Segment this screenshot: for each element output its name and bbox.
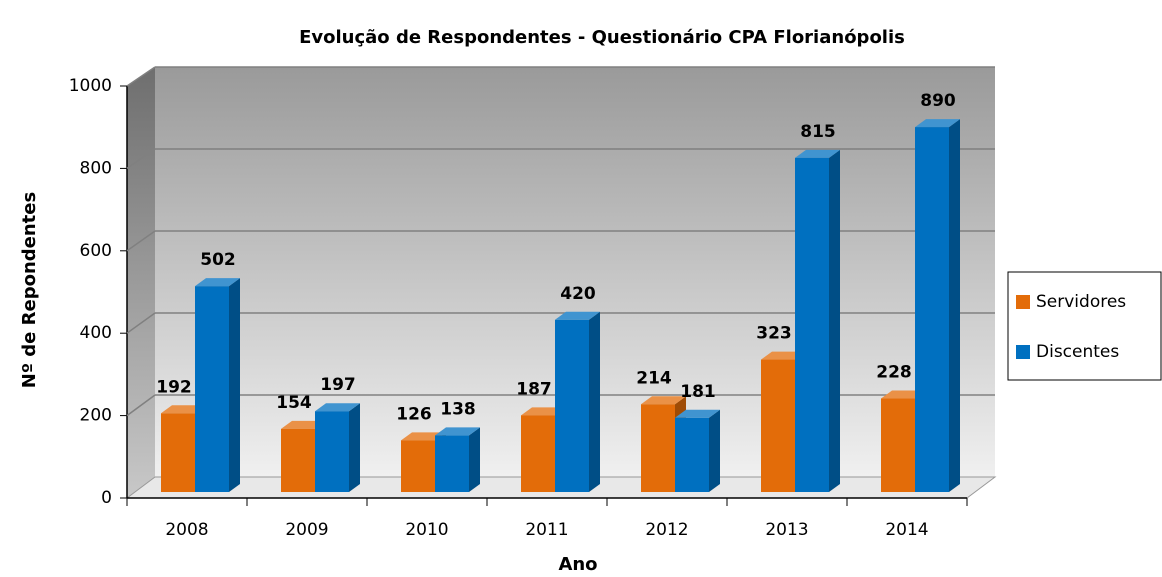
bar xyxy=(161,413,195,492)
bar-top xyxy=(761,351,806,360)
x-tick-label: 2011 xyxy=(525,520,568,540)
y-tick-label: 400 xyxy=(80,323,112,343)
data-label: 138 xyxy=(440,399,476,419)
bar xyxy=(401,440,435,492)
bar-top xyxy=(435,427,480,436)
x-tick-label: 2012 xyxy=(645,520,688,540)
bar xyxy=(521,415,555,492)
x-tick-label: 2013 xyxy=(765,520,808,540)
grid-line xyxy=(126,312,156,334)
data-label: 197 xyxy=(320,375,356,395)
data-label: 228 xyxy=(876,363,912,383)
bar xyxy=(555,319,589,492)
data-label: 323 xyxy=(756,324,792,344)
bar-top xyxy=(555,311,600,320)
bar xyxy=(915,127,949,492)
bar-top xyxy=(281,420,326,429)
bar xyxy=(435,435,469,492)
data-label: 187 xyxy=(516,379,552,399)
bar xyxy=(195,286,229,492)
bar-side xyxy=(829,149,840,492)
bar-top xyxy=(161,405,206,414)
grid-line xyxy=(126,230,156,252)
bar-side xyxy=(709,409,720,492)
bar xyxy=(315,411,349,492)
bar-top xyxy=(641,396,686,405)
x-tick-label: 2010 xyxy=(405,520,448,540)
bar-top xyxy=(675,409,720,418)
legend-swatch xyxy=(1016,295,1030,309)
bar-top xyxy=(315,403,360,412)
data-label: 192 xyxy=(156,377,192,397)
y-axis-title: Nº de Repondentes xyxy=(19,192,40,388)
bar-top xyxy=(401,432,446,441)
x-axis-title: Ano xyxy=(558,554,597,575)
legend-label: Discentes xyxy=(1036,342,1119,362)
bar-side xyxy=(589,311,600,492)
legend-swatch xyxy=(1016,345,1030,359)
bar-top xyxy=(521,407,566,416)
data-label: 214 xyxy=(636,368,672,388)
y-tick-label: 0 xyxy=(101,488,112,508)
bar-side xyxy=(469,427,480,492)
bar-top xyxy=(195,278,240,287)
data-label: 420 xyxy=(560,284,596,304)
y-tick-label: 600 xyxy=(80,241,112,261)
x-tick-label: 2008 xyxy=(165,520,208,540)
legend-label: Servidores xyxy=(1036,292,1126,312)
bar xyxy=(281,428,315,492)
bar-top xyxy=(881,390,926,399)
y-tick-label: 800 xyxy=(80,158,112,178)
data-label: 154 xyxy=(276,393,312,413)
legend xyxy=(1007,271,1162,381)
data-label: 502 xyxy=(200,250,236,270)
chart-title: Evolução de Respondentes - Questionário … xyxy=(299,27,905,48)
grid-line xyxy=(126,394,156,417)
data-label: 181 xyxy=(680,382,716,402)
bar-side xyxy=(949,119,960,492)
grid-line xyxy=(126,148,156,170)
bar-top xyxy=(795,149,840,158)
data-label: 815 xyxy=(800,122,836,142)
data-label: 890 xyxy=(920,91,956,111)
y-tick-label: 200 xyxy=(80,406,112,426)
side-wall xyxy=(127,67,155,498)
bar-side xyxy=(229,278,240,492)
grid-line xyxy=(126,66,156,87)
x-tick-label: 2014 xyxy=(885,520,928,540)
bar-side xyxy=(349,403,360,492)
bar xyxy=(641,404,675,492)
bar-top xyxy=(915,119,960,128)
bar xyxy=(881,398,915,492)
y-tick-label: 1000 xyxy=(69,76,112,96)
data-label: 126 xyxy=(396,404,432,424)
bar xyxy=(761,359,795,492)
bar xyxy=(675,417,709,492)
x-tick-label: 2009 xyxy=(285,520,328,540)
bar xyxy=(795,157,829,492)
